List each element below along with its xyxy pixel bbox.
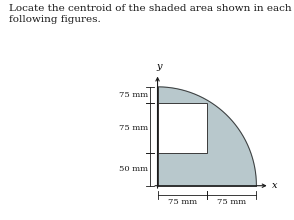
Text: 50 mm: 50 mm bbox=[119, 165, 148, 173]
Polygon shape bbox=[158, 103, 207, 153]
Text: 75 mm: 75 mm bbox=[168, 198, 197, 205]
Text: 75 mm: 75 mm bbox=[118, 91, 148, 99]
Text: 75 mm: 75 mm bbox=[217, 198, 246, 205]
Polygon shape bbox=[158, 87, 256, 186]
Text: Locate the centroid of the shaded area shown in each of the
following figures.: Locate the centroid of the shaded area s… bbox=[9, 4, 294, 24]
Text: x: x bbox=[272, 181, 278, 190]
Text: y: y bbox=[156, 62, 162, 71]
Text: 75 mm: 75 mm bbox=[118, 124, 148, 132]
